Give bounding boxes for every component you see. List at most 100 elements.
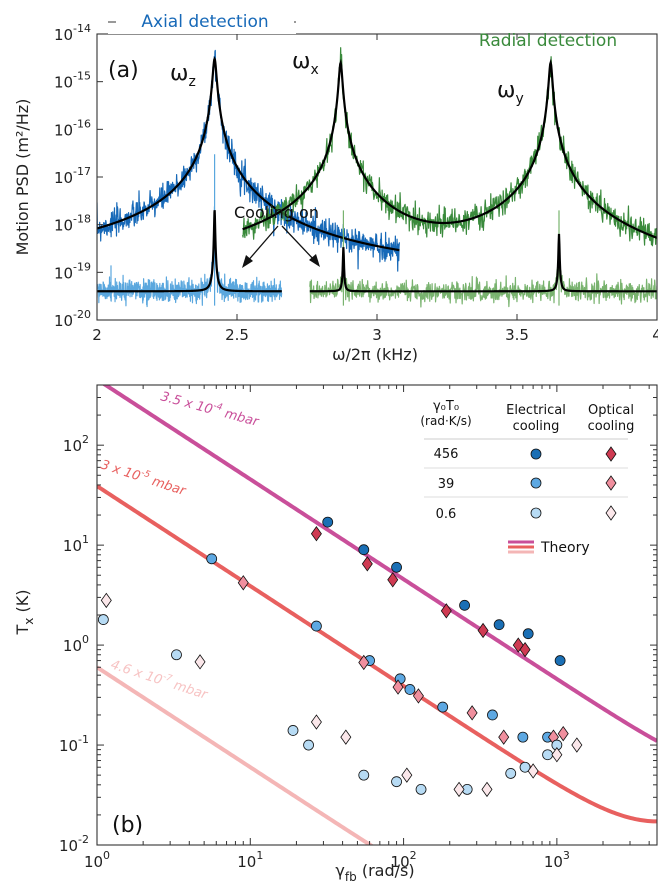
point-optical bbox=[401, 767, 413, 783]
point-optical bbox=[481, 781, 493, 798]
axial-detection-header: Axial detection bbox=[141, 12, 268, 32]
point-optical bbox=[100, 592, 112, 609]
point-electrical bbox=[519, 761, 531, 773]
a-x-tick-label: 3 bbox=[372, 326, 382, 344]
theory-curve-456 bbox=[101, 385, 657, 743]
legend-col2-line1: Electrical bbox=[506, 403, 566, 418]
point-electrical bbox=[437, 701, 449, 713]
b-x-tick-label: 100 bbox=[84, 849, 110, 871]
radial-psd-noisy bbox=[242, 47, 657, 247]
point-electrical bbox=[311, 620, 322, 632]
legend-col1-line2: (rad·K/s) bbox=[420, 414, 471, 428]
legend-theory-label: Theory bbox=[540, 540, 590, 556]
point-optical bbox=[361, 556, 373, 572]
point-optical bbox=[340, 729, 352, 745]
point-optical bbox=[453, 781, 465, 798]
point-electrical bbox=[517, 731, 529, 743]
point-electrical bbox=[554, 655, 566, 666]
point-electrical bbox=[391, 776, 402, 788]
point-optical bbox=[310, 714, 322, 730]
point-electrical bbox=[459, 599, 470, 611]
point-optical bbox=[551, 747, 563, 763]
radial-psd-fit bbox=[242, 58, 657, 239]
point-optical bbox=[237, 575, 249, 591]
panel-b-ticks: 100 101 102 103 10-2 10-1 100 101 102 bbox=[59, 384, 657, 871]
legend-marker-opt-39 bbox=[605, 475, 617, 491]
point-optical bbox=[477, 622, 489, 639]
b-y-tick-label: 100 bbox=[63, 633, 89, 655]
b-y-tick-label: 10-2 bbox=[59, 833, 89, 855]
point-electrical bbox=[391, 561, 402, 573]
b-x-tick-label: 101 bbox=[237, 849, 263, 871]
panel-b-frame bbox=[96, 384, 658, 846]
a-y-tick-label: 10-15 bbox=[54, 70, 91, 92]
point-electrical bbox=[97, 614, 109, 625]
a-y-tick-label: 10-18 bbox=[54, 213, 91, 235]
point-electrical bbox=[287, 725, 299, 736]
point-optical bbox=[571, 737, 583, 753]
point-optical bbox=[440, 603, 452, 619]
cooling-on-annotation: Cooling on bbox=[234, 203, 319, 222]
data-points bbox=[97, 516, 583, 798]
legend-row-456: 456 bbox=[434, 447, 459, 462]
theory-curve-0.6 bbox=[97, 665, 375, 845]
b-x-tick-label: 102 bbox=[391, 849, 417, 871]
point-optical bbox=[310, 526, 322, 542]
radial-detection-header: Radial detection bbox=[479, 31, 617, 51]
a-y-tick-label: 10-17 bbox=[54, 165, 91, 187]
legend-col2-line2: cooling bbox=[513, 419, 560, 434]
point-optical bbox=[527, 763, 539, 779]
peak-label-wy: ωy bbox=[497, 78, 524, 107]
legend-col3-line2: cooling bbox=[588, 419, 635, 434]
legend-marker-opt-06 bbox=[605, 505, 617, 521]
legend-col3-line1: Optical bbox=[588, 403, 634, 418]
a-x-tick-label: 2 bbox=[92, 326, 102, 344]
point-electrical bbox=[358, 769, 370, 781]
panel-a: 2 2.5 3 3.5 4 10-20 10-19 10-18 10-17 10-16 10-15 1… bbox=[13, 10, 658, 364]
point-electrical bbox=[171, 649, 182, 661]
point-optical bbox=[358, 654, 370, 671]
panel-a-y-label: Motion PSD (m²/Hz) bbox=[13, 99, 32, 256]
point-optical bbox=[466, 705, 478, 721]
a-y-tick-label: 10-19 bbox=[54, 260, 91, 282]
point-optical bbox=[412, 688, 424, 704]
point-electrical bbox=[322, 516, 334, 528]
point-electrical bbox=[415, 783, 427, 795]
b-y-tick-label: 102 bbox=[63, 433, 89, 455]
point-electrical bbox=[493, 619, 505, 631]
a-y-tick-label: 10-20 bbox=[54, 308, 91, 330]
legend-marker-opt-456 bbox=[605, 446, 617, 462]
pressure-label-1: 3.5 x 10-4 mbar bbox=[159, 387, 262, 430]
theory-curves bbox=[97, 385, 657, 845]
theory-curve-39 bbox=[97, 484, 657, 824]
axial-psd-noisy bbox=[97, 49, 400, 272]
peak-label-wx: ωx bbox=[292, 49, 319, 78]
a-x-tick-label: 2.5 bbox=[225, 326, 249, 344]
point-electrical bbox=[206, 553, 218, 565]
legend-col1-line1: γ₀T₀ bbox=[433, 399, 459, 414]
legend-marker-elec-456 bbox=[530, 448, 542, 460]
point-optical bbox=[519, 641, 531, 658]
a-y-tick-label: 10-16 bbox=[54, 117, 91, 139]
point-optical bbox=[498, 729, 510, 745]
a-y-tick-label: 10-14 bbox=[54, 22, 91, 44]
b-y-tick-label: 101 bbox=[63, 533, 89, 555]
radial-cooled-psd-fit bbox=[309, 233, 657, 293]
axial-header-mask bbox=[116, 10, 294, 32]
psd-traces bbox=[97, 47, 657, 308]
panel-a-label: (a) bbox=[108, 58, 139, 83]
legend-row-39: 39 bbox=[438, 477, 455, 492]
axial-cooled-psd-fit bbox=[97, 210, 282, 293]
a-x-tick-label: 3.5 bbox=[505, 326, 529, 344]
pressure-label-2: 3 x 10-5 mbar bbox=[99, 456, 190, 500]
point-electrical bbox=[522, 628, 534, 640]
point-electrical bbox=[487, 709, 498, 721]
b-x-tick-label: 103 bbox=[544, 849, 570, 871]
point-electrical bbox=[505, 768, 517, 779]
legend: γ₀T₀ (rad·K/s) Electrical cooling Optica… bbox=[420, 399, 634, 556]
peak-label-wz: ωz bbox=[170, 61, 196, 90]
a-x-tick-label: 4 bbox=[652, 326, 658, 344]
panel-b-x-label: γfb (rad/s) bbox=[335, 861, 414, 884]
point-electrical bbox=[542, 749, 553, 761]
